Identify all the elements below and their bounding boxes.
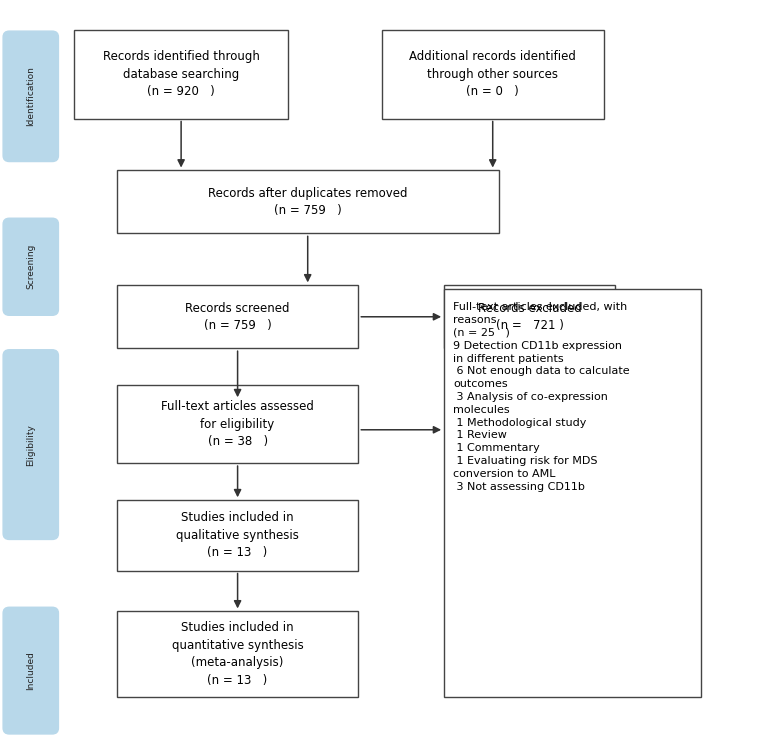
FancyBboxPatch shape bbox=[3, 219, 58, 316]
Text: Records screened
(n = 759   ): Records screened (n = 759 ) bbox=[185, 302, 290, 332]
Text: Records after duplicates removed
(n = 759   ): Records after duplicates removed (n = 75… bbox=[208, 187, 407, 217]
Text: Records excluded
(n =   721 ): Records excluded (n = 721 ) bbox=[478, 302, 582, 332]
FancyBboxPatch shape bbox=[117, 385, 358, 463]
Text: Records identified through
database searching
(n = 920   ): Records identified through database sear… bbox=[103, 50, 259, 98]
FancyBboxPatch shape bbox=[117, 285, 358, 348]
Text: Screening: Screening bbox=[26, 244, 35, 290]
FancyBboxPatch shape bbox=[3, 31, 58, 162]
FancyBboxPatch shape bbox=[444, 289, 701, 697]
FancyBboxPatch shape bbox=[444, 285, 615, 348]
FancyBboxPatch shape bbox=[3, 350, 58, 539]
Text: Additional records identified
through other sources
(n = 0   ): Additional records identified through ot… bbox=[409, 50, 576, 98]
FancyBboxPatch shape bbox=[74, 30, 288, 119]
FancyBboxPatch shape bbox=[117, 170, 499, 233]
FancyBboxPatch shape bbox=[3, 608, 58, 734]
Text: Included: Included bbox=[26, 651, 35, 690]
FancyBboxPatch shape bbox=[117, 611, 358, 697]
Text: Studies included in
qualitative synthesis
(n = 13   ): Studies included in qualitative synthesi… bbox=[176, 511, 299, 559]
FancyBboxPatch shape bbox=[382, 30, 604, 119]
Text: Identification: Identification bbox=[26, 67, 35, 126]
Text: Eligibility: Eligibility bbox=[26, 424, 35, 465]
Text: Full-text articles assessed
for eligibility
(n = 38   ): Full-text articles assessed for eligibil… bbox=[161, 400, 314, 448]
FancyBboxPatch shape bbox=[117, 500, 358, 571]
Text: Studies included in
quantitative synthesis
(meta-analysis)
(n = 13   ): Studies included in quantitative synthes… bbox=[171, 621, 304, 687]
Text: Full-text articles excluded, with
reasons
(n = 25   )
9 Detection CD11b expressi: Full-text articles excluded, with reason… bbox=[453, 302, 630, 491]
